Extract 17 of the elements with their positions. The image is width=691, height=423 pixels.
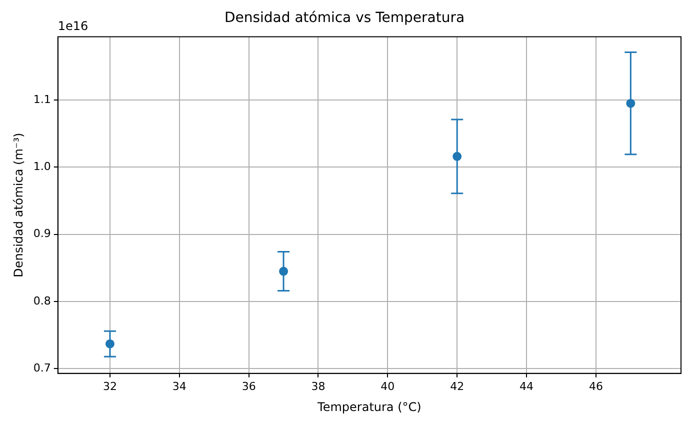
x-tick-label: 34	[172, 380, 186, 393]
y-tick-label: 0.8	[33, 294, 51, 308]
x-tick-label: 32	[102, 380, 117, 393]
y-axis-title: Densidad atómica (m⁻³)	[11, 132, 26, 278]
x-tick-label: 36	[242, 380, 256, 393]
x-tick-label: 46	[588, 380, 603, 393]
y-tick-label: 0.9	[33, 227, 51, 240]
y-tick-label: 0.7	[33, 362, 51, 375]
x-tick-label: 40	[380, 380, 395, 393]
y-tick-label: 1.1	[33, 92, 51, 106]
y-tick-label: 1.0	[33, 160, 51, 173]
x-tick-label: 42	[450, 380, 464, 393]
x-tick-label: 44	[520, 380, 534, 393]
text: 1e16	[58, 18, 88, 33]
x-axis-title: Temperatura (°C)	[316, 400, 422, 414]
x-tick-label: 38	[311, 380, 326, 393]
chart-title: Densidad atómica vs Temperatura	[224, 10, 465, 26]
